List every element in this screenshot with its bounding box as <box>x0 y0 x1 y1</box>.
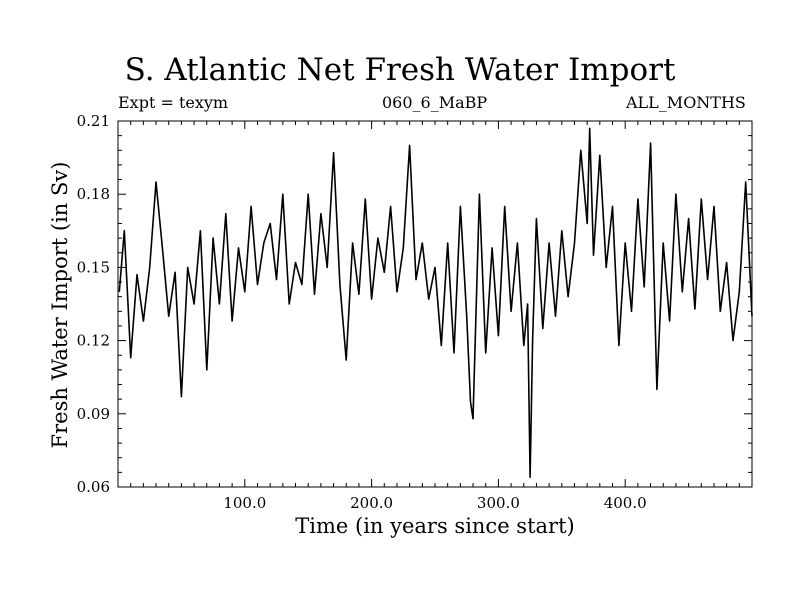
x-axis-label: Time (in years since start) <box>295 514 575 538</box>
y-tick-label: 0.06 <box>77 478 110 496</box>
series-line <box>118 127 753 479</box>
y-tick-label: 0.12 <box>77 332 110 350</box>
x-tick-label: 200.0 <box>350 494 393 512</box>
x-tick-label: 400.0 <box>604 494 647 512</box>
run-label: 060_6_MaBP <box>382 93 488 112</box>
y-axis-label: Fresh Water Import (in Sv) <box>48 161 72 449</box>
x-tick-label: 100.0 <box>223 494 266 512</box>
experiment-label: Expt = texym <box>118 93 229 112</box>
y-tick-label: 0.15 <box>77 258 110 276</box>
y-tick-label: 0.18 <box>77 185 110 203</box>
chart-title: S. Atlantic Net Fresh Water Import <box>124 52 676 88</box>
y-tick-label: 0.09 <box>77 405 110 423</box>
x-tick-label: 300.0 <box>477 494 520 512</box>
months-label: ALL_MONTHS <box>626 93 746 112</box>
y-tick-label: 0.21 <box>77 112 110 130</box>
plot-frame <box>117 120 753 488</box>
